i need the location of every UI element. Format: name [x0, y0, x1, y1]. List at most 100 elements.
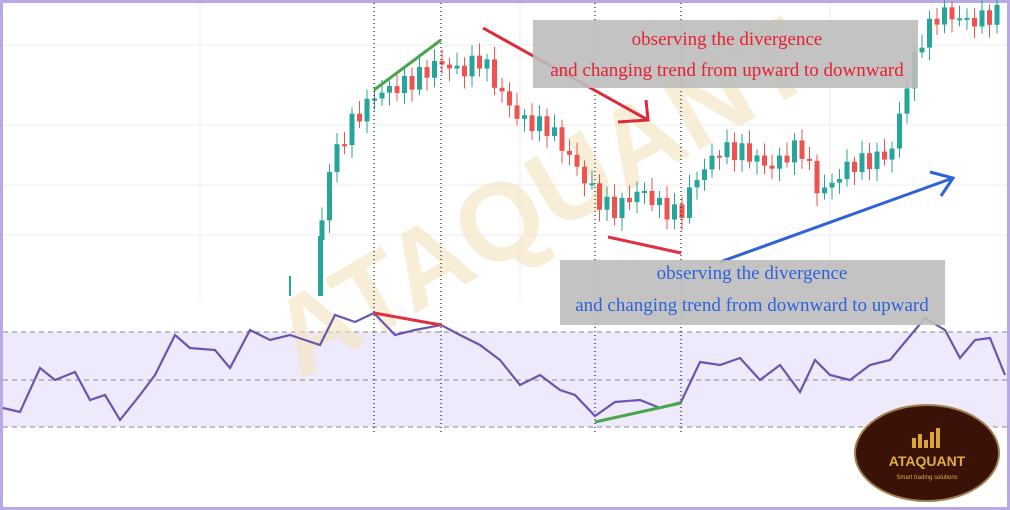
candle — [612, 196, 617, 219]
candle — [342, 144, 347, 147]
annotation: and changing trend from upward to downwa… — [550, 60, 904, 81]
candle — [619, 197, 625, 219]
candle — [897, 113, 902, 149]
candle — [409, 75, 415, 90]
candle — [597, 183, 602, 210]
candle — [807, 158, 812, 161]
candle — [537, 116, 542, 132]
candle — [927, 18, 932, 48]
candle — [754, 155, 760, 162]
candle — [792, 140, 797, 163]
candle — [334, 144, 340, 173]
candle — [784, 155, 790, 163]
candle — [859, 153, 865, 173]
candle — [318, 236, 323, 296]
candle — [949, 7, 955, 20]
annotation-box — [560, 260, 945, 325]
logo — [854, 404, 1000, 502]
candle — [492, 59, 497, 88]
annotation: and changing trend from downward to upwa… — [575, 295, 929, 316]
rsi-line — [2, 311, 1007, 422]
candle — [462, 65, 467, 77]
candle — [379, 92, 385, 99]
candle — [672, 204, 677, 220]
candle — [582, 166, 587, 184]
candle — [327, 172, 332, 221]
candle — [349, 113, 355, 146]
candle — [387, 86, 392, 93]
candle — [987, 10, 992, 25]
candle — [432, 61, 437, 78]
candle — [874, 151, 880, 170]
candle — [604, 196, 610, 210]
candle — [529, 115, 535, 132]
candle — [994, 4, 1000, 25]
candle — [514, 105, 520, 119]
candle — [724, 142, 730, 158]
candle — [837, 179, 842, 183]
candle — [357, 113, 362, 122]
candle — [747, 143, 752, 162]
candle — [544, 116, 550, 136]
candle — [417, 67, 422, 90]
logo-name: ATAQUANT — [889, 453, 966, 469]
candle — [829, 182, 835, 188]
candle — [319, 220, 325, 240]
candle — [649, 190, 655, 206]
candle — [822, 187, 827, 194]
candle — [979, 10, 985, 27]
candle — [484, 59, 490, 69]
candle — [364, 98, 370, 122]
candle — [732, 142, 737, 161]
candle — [589, 183, 595, 186]
candle — [964, 17, 970, 20]
candle — [469, 55, 475, 77]
arrow-up — [719, 170, 956, 264]
candle — [867, 153, 872, 170]
logo-icon — [912, 428, 940, 448]
candle — [709, 155, 715, 170]
candle — [844, 161, 850, 180]
candle — [687, 187, 692, 218]
candle — [972, 17, 977, 27]
annotation: observing the divergence — [632, 29, 823, 50]
candle — [769, 165, 775, 169]
candle — [799, 140, 805, 159]
candle — [702, 169, 707, 181]
candle — [762, 155, 767, 166]
candle — [439, 61, 445, 65]
candle — [717, 155, 722, 158]
candle — [919, 47, 925, 53]
candle — [657, 197, 662, 206]
candle — [522, 115, 527, 119]
candle — [642, 190, 647, 193]
candle — [627, 197, 632, 203]
candle — [402, 75, 407, 94]
candle — [499, 87, 505, 92]
rsi-band — [3, 332, 1007, 427]
candle — [739, 143, 745, 161]
divergence-line — [373, 311, 442, 327]
candle — [694, 180, 700, 188]
logo-tagline: Smart trading solutions — [896, 475, 957, 481]
annotation-box — [533, 20, 918, 88]
candle — [852, 161, 857, 173]
divergence-line — [607, 235, 682, 255]
candle — [882, 151, 887, 160]
candle — [889, 148, 895, 160]
candle — [447, 64, 452, 69]
candle — [574, 154, 580, 167]
divergence-line — [594, 401, 682, 424]
candle — [634, 191, 640, 203]
candle — [664, 197, 670, 220]
annotation: observing the divergence — [657, 263, 848, 284]
candle — [934, 18, 940, 25]
candle — [567, 150, 572, 155]
candle — [942, 7, 947, 25]
candle — [552, 127, 557, 136]
candle — [559, 127, 565, 151]
candle — [477, 55, 482, 69]
candle — [904, 88, 910, 114]
candle — [777, 155, 782, 169]
